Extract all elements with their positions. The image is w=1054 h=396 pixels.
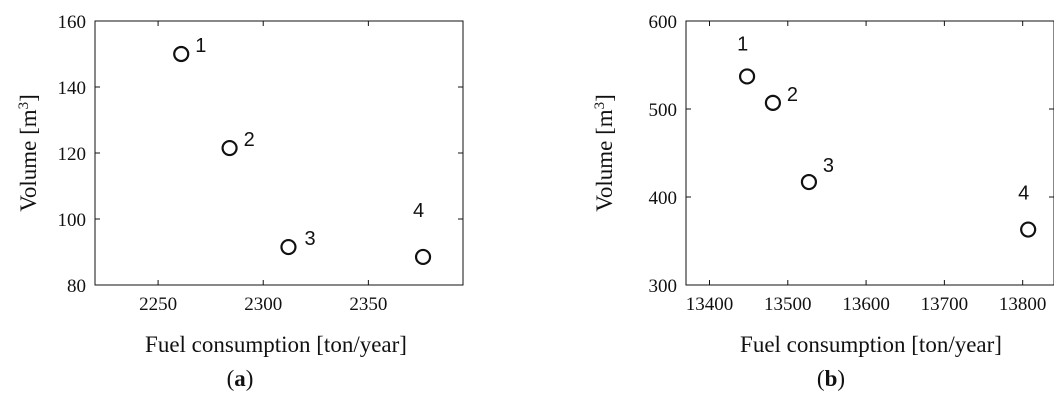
plot-frame	[685, 20, 1054, 286]
chart-panel-b: 13400 13500 13600 13700 13800 300 400 500 600 Fue…	[592, 12, 1054, 391]
x-tick-label: 2350	[349, 294, 387, 315]
point-label: 2	[787, 84, 798, 106]
x-tick-label: 13700	[921, 294, 969, 315]
data-point	[1020, 221, 1037, 238]
plot-frame	[94, 20, 464, 286]
y-tick-label: 120	[58, 144, 87, 165]
point-label: 2	[244, 129, 255, 151]
panel-caption: (b)	[817, 366, 845, 391]
x-tick-label: 13400	[686, 294, 734, 315]
y-tick-label: 140	[58, 78, 87, 99]
x-tick-label: 2250	[139, 294, 177, 315]
x-axis-label: Fuel consumption [ton/year]	[740, 332, 1002, 357]
point-label: 3	[823, 155, 834, 177]
y-axis-label: Volume [m3]	[592, 94, 617, 212]
data-point	[764, 94, 782, 111]
data-point	[738, 68, 756, 85]
data-point	[221, 139, 238, 157]
y-tick-label: 100	[58, 210, 87, 231]
point-label: 3	[304, 228, 315, 250]
panel-caption: (a)	[227, 366, 254, 391]
y-tick-label: 80	[67, 276, 86, 297]
y-tick-label: 160	[58, 12, 87, 33]
data-point	[173, 45, 190, 63]
x-tick-label: 13600	[842, 294, 890, 315]
x-tick-label: 13500	[764, 294, 812, 315]
chart-panel-a: 2250 2300 2350 80 100 120 140 160 Fuel consumpti…	[16, 12, 464, 391]
data-point	[414, 248, 432, 266]
y-tick-label: 300	[649, 276, 678, 297]
point-label: 4	[413, 200, 424, 222]
point-label: 1	[737, 33, 748, 55]
point-label: 4	[1018, 183, 1029, 205]
x-tick-label: 2300	[244, 294, 282, 315]
y-tick-label: 600	[649, 12, 678, 33]
data-point	[280, 238, 297, 256]
y-tick-label: 500	[649, 100, 678, 121]
point-label: 1	[195, 35, 206, 57]
y-axis-label: Volume [m3]	[16, 94, 41, 212]
data-point	[800, 173, 818, 191]
x-tick-label: 13800	[999, 294, 1047, 315]
x-axis-label: Fuel consumption [ton/year]	[145, 332, 407, 357]
y-tick-label: 400	[649, 188, 678, 209]
